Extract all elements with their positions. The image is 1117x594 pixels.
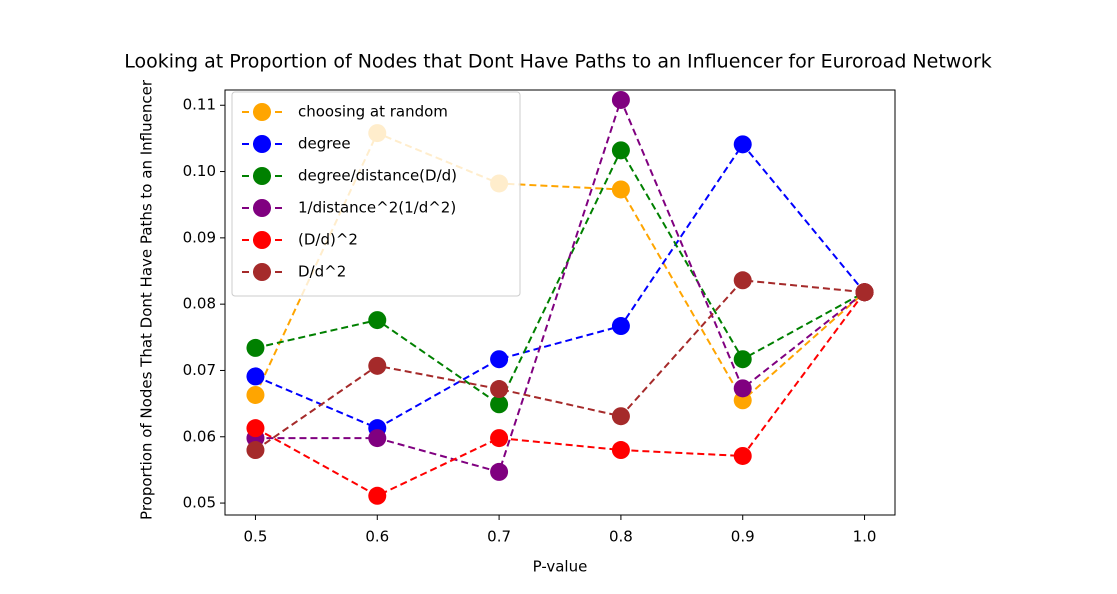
series-line [255, 97, 866, 474]
y-tick-label: 0.08 [183, 295, 216, 313]
legend-label: 1/distance^2(1/d^2) [298, 199, 456, 217]
data-point [246, 441, 265, 460]
data-point [490, 462, 509, 481]
y-tick-label: 0.10 [183, 162, 216, 180]
legend-marker [253, 103, 271, 121]
data-point [490, 429, 509, 448]
data-point [246, 385, 265, 404]
chart-title: Looking at Proportion of Nodes that Dont… [124, 51, 992, 73]
series-line [255, 148, 866, 406]
legend-label: D/d^2 [298, 263, 346, 281]
plot-frame [224, 89, 896, 516]
data-point [246, 338, 265, 357]
data-point [611, 141, 630, 160]
data-point [733, 135, 752, 154]
legend-label: degree/distance(D/d) [298, 167, 457, 185]
series-line [255, 142, 866, 430]
legend-label: degree [298, 135, 351, 153]
y-tick-label: 0.06 [183, 427, 216, 445]
data-point [368, 311, 387, 330]
y-tick-label: 0.07 [183, 361, 216, 379]
data-point [855, 283, 874, 302]
y-tick-label: 0.11 [183, 96, 216, 114]
data-point [611, 407, 630, 426]
legend-marker [253, 263, 271, 281]
series-line [254, 279, 865, 451]
legend-box [231, 91, 521, 297]
x-tick-label: 0.7 [487, 528, 511, 546]
data-point [611, 180, 630, 199]
data-point [490, 380, 509, 399]
x-axis-label: P-value [533, 558, 588, 576]
series-line [254, 291, 866, 497]
legend-label: (D/d)^2 [298, 231, 358, 249]
y-tick-label: 0.09 [183, 228, 216, 246]
legend-marker [253, 199, 271, 217]
data-point [733, 446, 752, 465]
data-point [733, 350, 752, 369]
data-point [733, 379, 752, 398]
data-point [611, 317, 630, 336]
legend-marker [253, 167, 271, 185]
legend-marker [253, 135, 271, 153]
x-tick-label: 1.0 [853, 528, 877, 546]
data-point [246, 367, 265, 386]
data-point [246, 419, 265, 438]
x-tick-label: 0.6 [365, 528, 389, 546]
data-point [611, 90, 630, 109]
data-point [733, 271, 752, 290]
data-point [490, 395, 509, 414]
data-point [368, 356, 387, 375]
x-tick-label: 0.8 [609, 528, 633, 546]
y-tick-label: 0.05 [183, 494, 216, 512]
data-point [611, 441, 630, 460]
data-point [368, 429, 387, 448]
x-tick-label: 0.5 [244, 528, 268, 546]
legend-label: choosing at random [298, 103, 448, 121]
y-axis-label: Proportion of Nodes That Dont Have Paths… [138, 79, 156, 520]
legend-marker [253, 231, 271, 249]
x-tick-label: 0.9 [731, 528, 755, 546]
data-point [368, 486, 387, 505]
data-point [490, 350, 509, 369]
